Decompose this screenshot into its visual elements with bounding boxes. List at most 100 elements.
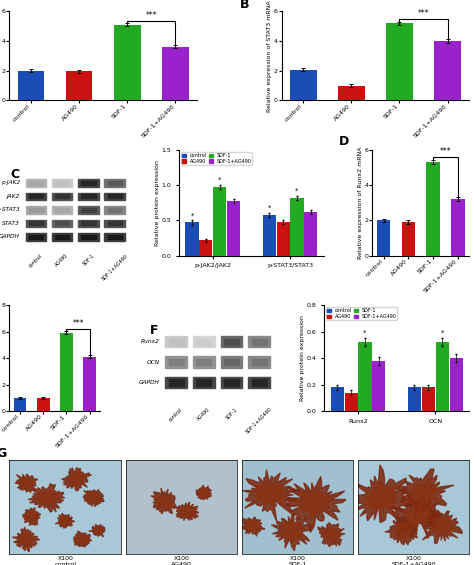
Polygon shape (59, 516, 71, 525)
X-axis label: X100
SDF-1+AG490: X100 SDF-1+AG490 (391, 557, 436, 565)
Polygon shape (363, 478, 399, 514)
Bar (55, 208, 69, 212)
Bar (304, 212, 318, 256)
Polygon shape (196, 485, 212, 499)
Polygon shape (280, 520, 304, 542)
Bar (28, 235, 43, 239)
Bar (104, 206, 126, 214)
Bar (386, 23, 413, 101)
Polygon shape (55, 514, 74, 528)
Bar (51, 192, 73, 201)
Polygon shape (286, 476, 346, 532)
Bar (104, 233, 126, 241)
Text: *: * (191, 212, 194, 218)
Polygon shape (407, 479, 442, 509)
Bar (81, 194, 96, 198)
Bar (81, 208, 96, 212)
Y-axis label: Relative expression of Runx2 mRNA: Relative expression of Runx2 mRNA (358, 146, 363, 259)
Bar (28, 194, 43, 198)
Polygon shape (93, 527, 103, 534)
Bar (169, 359, 184, 366)
Bar (434, 41, 461, 101)
Bar (104, 192, 126, 201)
Bar (193, 357, 215, 368)
Legend: control, AG490, SDF-1, SDF-1+AG490: control, AG490, SDF-1, SDF-1+AG490 (327, 307, 398, 320)
Polygon shape (297, 487, 333, 520)
Polygon shape (18, 532, 34, 547)
Bar (165, 377, 187, 388)
Text: JAK2: JAK2 (7, 194, 20, 199)
Bar (224, 379, 239, 386)
Bar (83, 357, 96, 411)
Polygon shape (390, 492, 443, 538)
Bar (165, 357, 187, 368)
Bar (224, 338, 239, 345)
Polygon shape (323, 528, 339, 542)
Polygon shape (83, 489, 104, 507)
Polygon shape (19, 478, 33, 489)
Bar (220, 376, 243, 389)
Bar (28, 208, 43, 212)
Polygon shape (253, 479, 288, 510)
Bar (37, 398, 50, 411)
Bar (55, 221, 69, 225)
Bar (162, 47, 189, 101)
Polygon shape (385, 516, 418, 545)
Bar (108, 208, 122, 212)
Bar (28, 221, 43, 225)
Bar (193, 336, 215, 347)
Polygon shape (87, 493, 100, 503)
Bar (331, 387, 344, 411)
Bar (108, 181, 122, 185)
Bar (165, 336, 187, 347)
Bar (78, 233, 99, 241)
Bar (192, 336, 215, 348)
Bar (26, 220, 46, 227)
Bar (263, 215, 276, 256)
Text: D: D (338, 136, 349, 149)
Bar (51, 179, 73, 187)
Text: *: * (218, 177, 221, 183)
Bar (104, 179, 126, 187)
Bar (81, 235, 96, 239)
Polygon shape (392, 522, 411, 539)
Bar (52, 233, 73, 241)
Bar (78, 193, 99, 200)
Bar (169, 338, 184, 345)
Bar (78, 192, 99, 201)
X-axis label: X100
AG490: X100 AG490 (171, 557, 192, 565)
Bar (108, 194, 122, 198)
Text: ***: *** (146, 11, 157, 20)
Text: Runx2: Runx2 (141, 339, 160, 344)
Bar (248, 376, 271, 389)
Bar (401, 222, 415, 256)
Bar (248, 377, 270, 388)
Bar (108, 221, 122, 225)
Bar (221, 357, 242, 368)
Bar (60, 333, 73, 411)
Polygon shape (15, 474, 37, 492)
Bar (436, 342, 449, 411)
Bar (18, 71, 45, 101)
Legend: control, AG490, SDF-1, SDF-1+AG490: control, AG490, SDF-1, SDF-1+AG490 (181, 152, 252, 165)
Polygon shape (28, 484, 65, 512)
Bar (52, 179, 73, 186)
Text: control: control (168, 407, 184, 423)
Polygon shape (151, 488, 176, 514)
Bar (51, 219, 73, 228)
Bar (252, 359, 267, 366)
Bar (26, 206, 46, 214)
Bar (196, 338, 211, 345)
Bar (248, 357, 270, 368)
Bar (81, 181, 96, 185)
Polygon shape (13, 527, 40, 552)
Bar (78, 220, 99, 227)
Polygon shape (422, 510, 462, 543)
Bar (114, 25, 141, 101)
Polygon shape (240, 517, 265, 536)
Bar (81, 221, 96, 225)
Polygon shape (245, 520, 260, 532)
Bar (220, 356, 243, 368)
Text: B: B (240, 0, 250, 11)
Polygon shape (394, 469, 454, 520)
